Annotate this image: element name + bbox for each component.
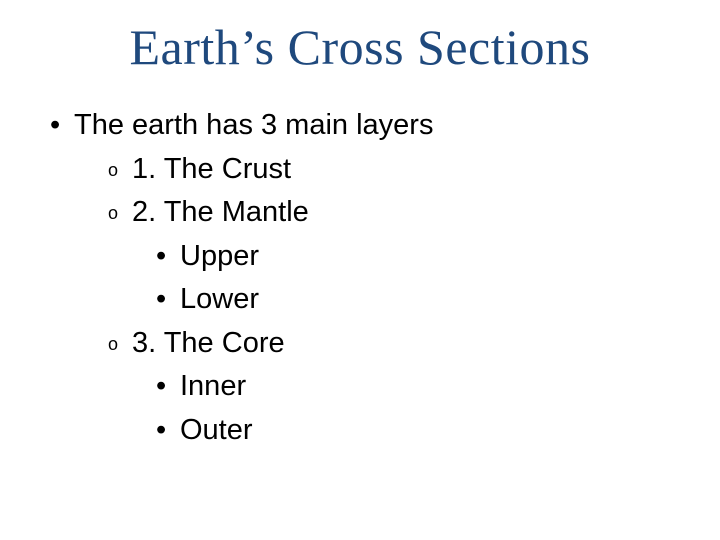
bullet-l3: Outer	[44, 409, 680, 453]
bullet-l1: The earth has 3 main layers	[44, 104, 680, 148]
bullet-l3: Inner	[44, 365, 680, 409]
bullet-l3: Upper	[44, 235, 680, 279]
slide-body: The earth has 3 main layers 1. The Crust…	[40, 104, 680, 452]
slide: Earth’s Cross Sections The earth has 3 m…	[0, 0, 720, 540]
bullet-l2: 3. The Core	[44, 322, 680, 366]
bullet-l2: 1. The Crust	[44, 148, 680, 192]
bullet-l2: 2. The Mantle	[44, 191, 680, 235]
bullet-l3: Lower	[44, 278, 680, 322]
slide-title: Earth’s Cross Sections	[40, 18, 680, 76]
